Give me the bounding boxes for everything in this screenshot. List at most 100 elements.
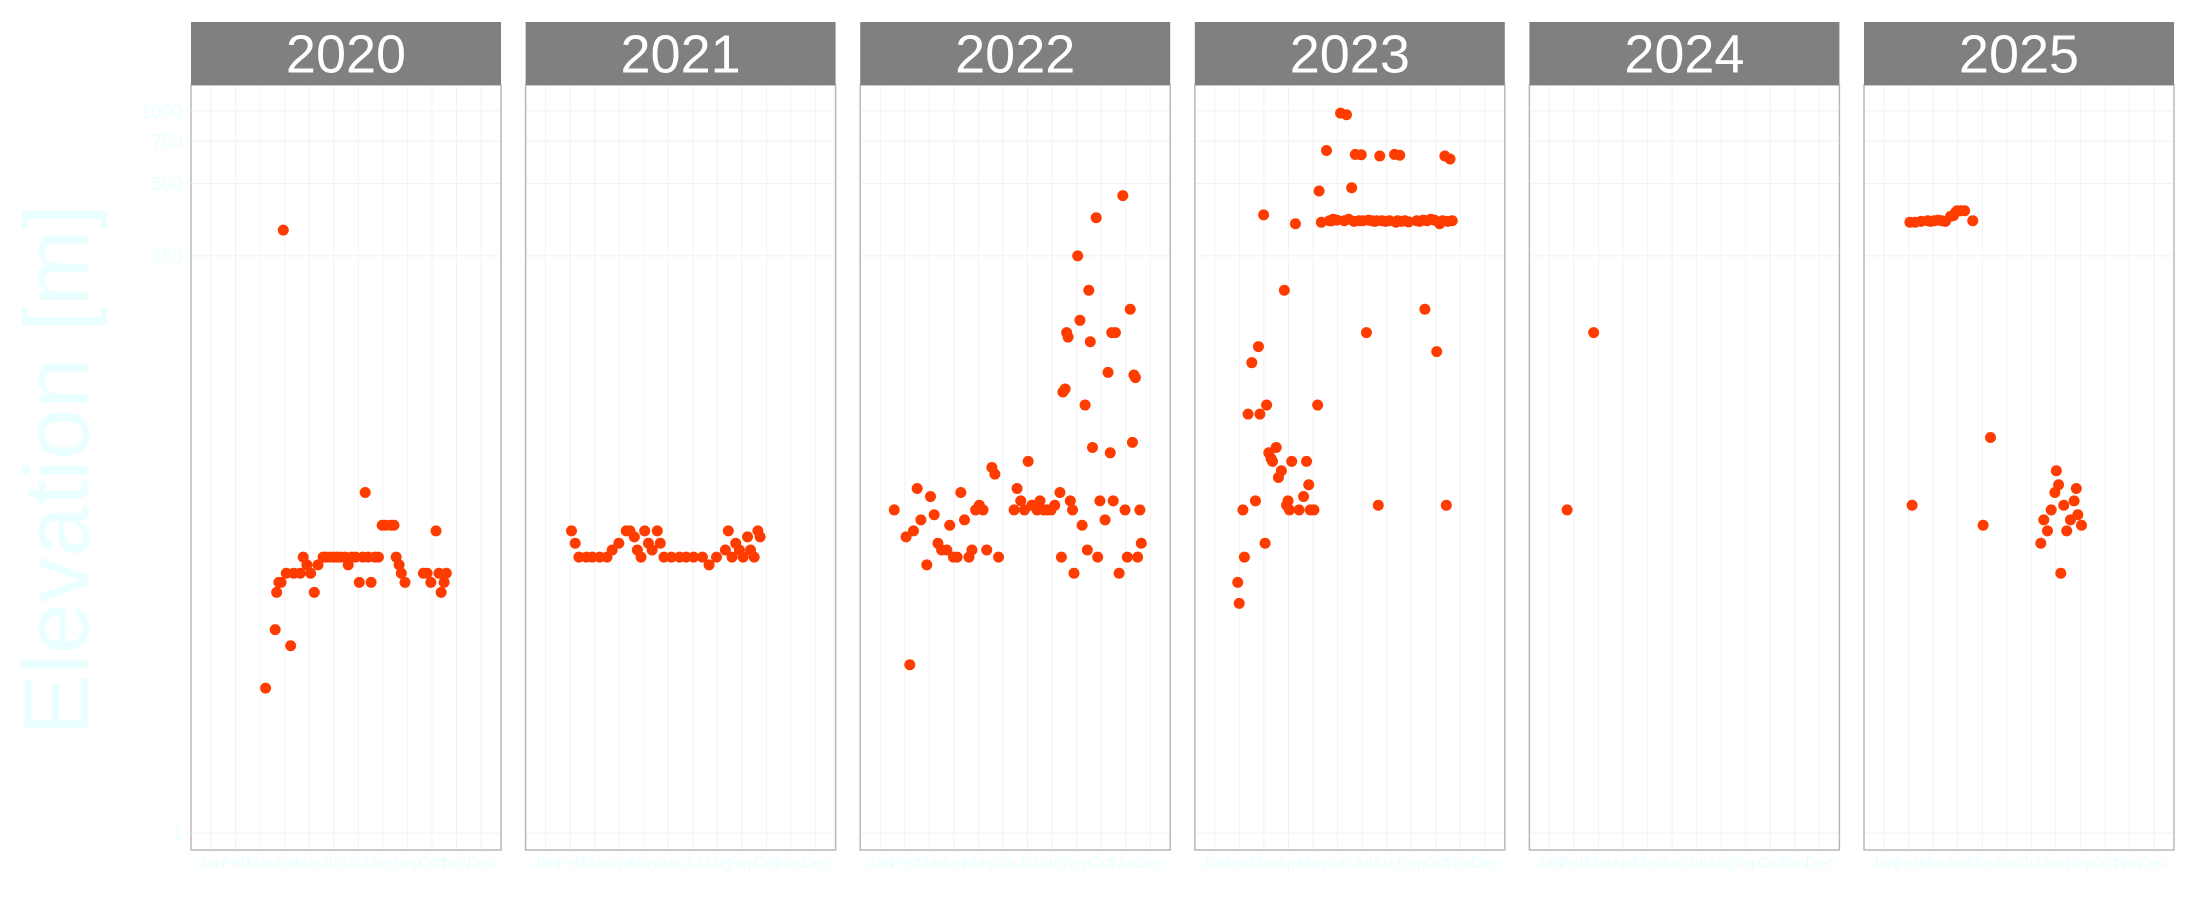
- data-point: [993, 551, 1005, 563]
- data-point: [1102, 366, 1114, 378]
- data-point: [1303, 479, 1315, 491]
- data-point: [565, 525, 577, 537]
- data-point: [928, 509, 940, 521]
- panel-frame: [1863, 84, 2175, 851]
- data-point: [260, 682, 272, 694]
- data-point: [1315, 216, 1327, 228]
- month-tick-label: Apr: [1945, 855, 1971, 872]
- month-tick-label: Jul: [2021, 855, 2041, 872]
- facet-strip: [191, 22, 501, 85]
- data-point: [1054, 486, 1066, 498]
- data-point: [1237, 504, 1249, 516]
- data-point: [989, 468, 1001, 480]
- data-point: [1132, 551, 1144, 563]
- data-point: [1022, 455, 1034, 467]
- data-point: [921, 559, 933, 571]
- data-point: [888, 504, 900, 516]
- data-point: [1301, 455, 1313, 467]
- data-point: [1107, 495, 1119, 507]
- data-point: [1055, 551, 1067, 563]
- data-point: [1444, 153, 1456, 165]
- data-point: [1074, 314, 1086, 326]
- month-tick-label: May: [1298, 855, 1328, 872]
- month-tick-label: Nov: [1781, 855, 1809, 872]
- month-tick-label: Jun: [655, 855, 681, 872]
- facet-strip: [860, 22, 1171, 85]
- data-point: [628, 531, 640, 543]
- month-tick-label: Dec: [1136, 855, 1164, 872]
- data-point: [1135, 537, 1147, 549]
- data-point: [710, 551, 722, 563]
- month-tick-label: Jul: [683, 855, 703, 872]
- data-point: [275, 576, 287, 588]
- data-point: [388, 519, 400, 531]
- data-point: [646, 544, 658, 556]
- data-point: [1431, 346, 1443, 358]
- month-tick-label: May: [294, 855, 324, 872]
- data-point: [1258, 209, 1270, 221]
- month-tick-label: Oct: [1758, 855, 1783, 872]
- month-tick-label: Aug: [2042, 855, 2070, 872]
- data-point: [1977, 519, 1989, 531]
- y-tick-label: 250: [151, 247, 183, 268]
- data-point: [719, 544, 731, 556]
- month-tick-label: Sep: [1397, 855, 1426, 872]
- facet-strip-label: 2023: [1290, 25, 1410, 85]
- month-tick-label: Mar: [1919, 855, 1947, 872]
- panel-frame: [190, 84, 502, 851]
- month-tick-label: Nov: [442, 855, 470, 872]
- data-point: [353, 576, 365, 588]
- month-tick-label: Mar: [581, 855, 609, 872]
- data-point: [941, 544, 953, 556]
- facet-strip-label: 2020: [286, 25, 406, 85]
- data-point: [688, 551, 700, 563]
- month-tick-label: Aug: [369, 855, 397, 872]
- data-point: [1298, 491, 1310, 503]
- data-point: [2070, 483, 2082, 495]
- data-point: [1109, 327, 1121, 339]
- data-point: [1083, 284, 1095, 296]
- data-point: [613, 537, 625, 549]
- month-tick-label: Feb: [222, 855, 250, 872]
- month-tick-label: Jun: [1659, 855, 1685, 872]
- data-point: [2035, 537, 2047, 549]
- data-point: [1249, 495, 1261, 507]
- y-tick-label: 750: [151, 132, 183, 153]
- month-tick-label: Jun: [1325, 855, 1351, 872]
- data-point: [1403, 216, 1415, 228]
- data-point: [395, 567, 407, 579]
- month-tick-label: Oct: [1423, 855, 1448, 872]
- month-tick-label: Oct: [1089, 855, 1114, 872]
- data-point: [1312, 399, 1324, 411]
- data-point: [1440, 499, 1452, 511]
- data-point: [393, 559, 405, 571]
- data-point: [1113, 567, 1125, 579]
- data-point: [2055, 567, 2067, 579]
- data-point: [1278, 284, 1290, 296]
- facet-strip-label: 2024: [1624, 25, 1744, 85]
- data-point: [1072, 250, 1084, 262]
- month-tick-label: Oct: [2092, 855, 2117, 872]
- month-tick-label: Nov: [1111, 855, 1139, 872]
- data-point: [1254, 408, 1266, 420]
- data-point: [430, 525, 442, 537]
- month-tick-label: Jan: [533, 855, 559, 872]
- data-point: [955, 486, 967, 498]
- y-tick-label: 1000: [141, 102, 183, 123]
- data-point: [1286, 455, 1298, 467]
- data-point: [1906, 499, 1918, 511]
- data-point: [271, 586, 283, 598]
- data-point: [900, 531, 912, 543]
- month-tick-label: Feb: [556, 855, 584, 872]
- month-tick-label: Jun: [1994, 855, 2020, 872]
- month-tick-label: Apr: [1276, 855, 1302, 872]
- data-point: [1232, 576, 1244, 588]
- data-point: [1242, 408, 1254, 420]
- data-point: [1293, 504, 1305, 516]
- facet-strip: [1864, 22, 2174, 85]
- month-tick-label: Oct: [419, 855, 444, 872]
- data-point: [569, 537, 581, 549]
- data-point: [1308, 504, 1320, 516]
